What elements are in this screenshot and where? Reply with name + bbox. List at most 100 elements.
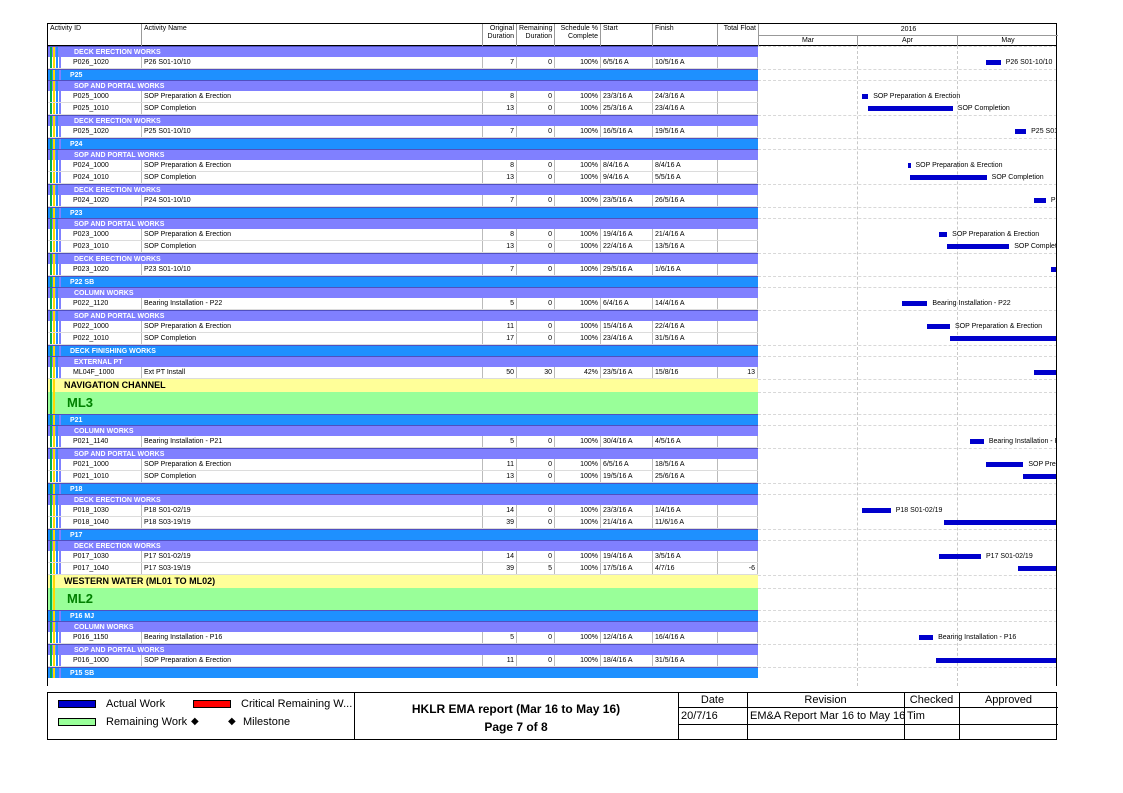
legend-diamond-icon: ◆	[191, 716, 199, 727]
gantt-row-separator	[758, 276, 1056, 277]
indent-bar	[56, 611, 58, 621]
indent-bar	[59, 357, 61, 367]
table-row[interactable]: P023_1020 P23 S01-10/10 7 0 100% 29/5/16 A 1/6…	[48, 264, 758, 276]
row-indent-bars	[48, 70, 61, 80]
table-row[interactable]: P025_1020 P25 S01-10/10 7 0 100% 16/5/16 A 19/…	[48, 126, 758, 138]
indent-bar	[56, 81, 58, 91]
indent-bar	[56, 551, 58, 562]
cell-total-float	[718, 160, 758, 171]
row-indent-bars	[48, 103, 61, 114]
cell-activity-id: ML04F_1000	[71, 367, 142, 378]
table-row[interactable]: P017_1030 P17 S01-02/19 14 0 100% 19/4/16 A 3/…	[48, 551, 758, 563]
table-row[interactable]: P022_1120 Bearing Installation - P22 5 0 100…	[48, 298, 758, 310]
indent-bar	[50, 126, 52, 137]
cell-start: 22/4/16 A	[601, 241, 653, 252]
indent-bar	[50, 160, 52, 171]
row-indent-bars	[48, 195, 61, 206]
row-indent-bars	[48, 264, 61, 275]
group-row-band1: P21	[48, 414, 758, 425]
table-row[interactable]: ML04F_1000 Ext PT Install 50 30 42% 23/5/16 A…	[48, 367, 758, 379]
group-row-band2: COLUMN WORKS	[48, 621, 758, 632]
indent-bar	[53, 517, 55, 528]
indent-bar	[59, 126, 61, 137]
gantt-bar	[944, 520, 1056, 525]
row-indent-bars	[48, 632, 61, 643]
row-indent-bars	[48, 116, 61, 126]
approved-header: Approved	[984, 694, 1033, 706]
row-indent-bars	[48, 484, 61, 494]
cell-start: 17/5/16 A	[601, 563, 653, 574]
indent-bar	[59, 517, 61, 528]
table-row[interactable]: P024_1000 SOP Preparation & Erection 8 0 100…	[48, 160, 758, 172]
cell-start: 29/5/16 A	[601, 264, 653, 275]
table-row[interactable]: P018_1030 P18 S01-02/19 14 0 100% 23/3/16 A 1/…	[48, 505, 758, 517]
table-row[interactable]: P021_1000 SOP Preparation & Erection 11 0 10…	[48, 459, 758, 471]
cell-total-float	[718, 229, 758, 240]
indent-bar	[59, 311, 61, 321]
row-indent-bars	[48, 254, 61, 264]
indent-bar	[50, 321, 52, 332]
cell-schedule-pct: 100%	[555, 471, 601, 482]
indent-bar	[56, 530, 58, 540]
table-row[interactable]: P026_1020 P26 S01-10/10 7 0 100% 6/5/16 A 10/5…	[48, 57, 758, 69]
gantt-bar	[1017, 566, 1056, 571]
cell-total-float	[718, 172, 758, 183]
indent-bar	[56, 139, 58, 149]
gantt-row-separator	[758, 414, 1056, 415]
row-indent-bars	[48, 150, 61, 160]
row-indent-bars	[48, 277, 61, 287]
table-header: Activity ID Activity Name Original Durat…	[47, 23, 1058, 47]
indent-bar	[53, 264, 55, 275]
gantt-row-separator	[758, 69, 1056, 70]
table-row[interactable]: P016_1000 SOP Preparation & Erection 11 0 10…	[48, 655, 758, 667]
indent-bar	[53, 471, 55, 482]
row-indent-bars	[48, 505, 61, 516]
table-row[interactable]: P024_1010 SOP Completion 13 0 100% 9/4/16 A 5/…	[48, 172, 758, 184]
cell-start: 23/4/16 A	[601, 333, 653, 344]
table-row[interactable]: P024_1020 P24 S01-10/10 7 0 100% 23/5/16 A 26/…	[48, 195, 758, 207]
indent-bar	[50, 588, 52, 610]
group-row-band2: COLUMN WORKS	[48, 425, 758, 436]
indent-bar	[59, 321, 61, 332]
table-row[interactable]: P018_1040 P18 S03-19/19 39 0 100% 21/4/16 A 11…	[48, 517, 758, 529]
cell-start: 8/4/16 A	[601, 160, 653, 171]
legend-actual-label: Actual Work	[106, 698, 166, 710]
indent-bar	[56, 471, 58, 482]
indent-bar	[50, 195, 52, 206]
gantt-bar-label: SOP Completion	[991, 174, 1044, 181]
gantt-row-separator	[758, 46, 1056, 47]
group-row-band2: DECK ERECTION WORKS	[48, 253, 758, 264]
cell-original-duration: 39	[483, 563, 517, 574]
table-row[interactable]: P021_1140 Bearing Installation - P21 5 0 100…	[48, 436, 758, 448]
gantt-row-separator	[758, 667, 1056, 668]
table-row[interactable]: P022_1000 SOP Preparation & Erection 11 0 10…	[48, 321, 758, 333]
table-row[interactable]: P025_1000 SOP Preparation & Erection 8 0 100…	[48, 91, 758, 103]
group-row-band2: SOP AND PORTAL WORKS	[48, 448, 758, 459]
indent-bar	[59, 426, 61, 436]
cell-remaining-duration: 30	[517, 367, 555, 378]
col-finish-header: Finish	[653, 24, 718, 47]
indent-bar	[56, 517, 58, 528]
indent-bar	[59, 668, 61, 678]
group-row-band2: SOP AND PORTAL WORKS	[48, 80, 758, 91]
group-label: EXTERNAL PT	[74, 359, 123, 366]
indent-bar	[56, 346, 58, 356]
group-label: P25	[70, 72, 83, 79]
table-row[interactable]: P016_1150 Bearing Installation - P16 5 0 100…	[48, 632, 758, 644]
indent-bar	[50, 172, 52, 183]
cell-activity-id: P025_1010	[71, 103, 142, 114]
indent-bar	[53, 530, 55, 540]
cell-original-duration: 8	[483, 91, 517, 102]
cell-schedule-pct: 100%	[555, 505, 601, 516]
table-row[interactable]: P023_1000 SOP Preparation & Erection 8 0 100…	[48, 229, 758, 241]
group-row-band2: DECK ERECTION WORKS	[48, 46, 758, 57]
table-row[interactable]: P017_1040 P17 S03-19/19 39 5 100% 17/5/16 A 4/…	[48, 563, 758, 575]
cell-activity-name: SOP Completion	[142, 333, 483, 344]
indent-bar	[50, 254, 52, 264]
cell-remaining-duration: 0	[517, 241, 555, 252]
group-row-band2: DECK ERECTION WORKS	[48, 115, 758, 126]
